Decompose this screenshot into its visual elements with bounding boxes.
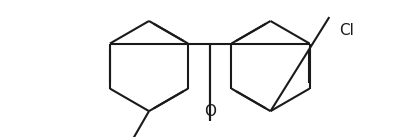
Text: Cl: Cl [339,23,354,38]
Text: O: O [204,104,216,119]
